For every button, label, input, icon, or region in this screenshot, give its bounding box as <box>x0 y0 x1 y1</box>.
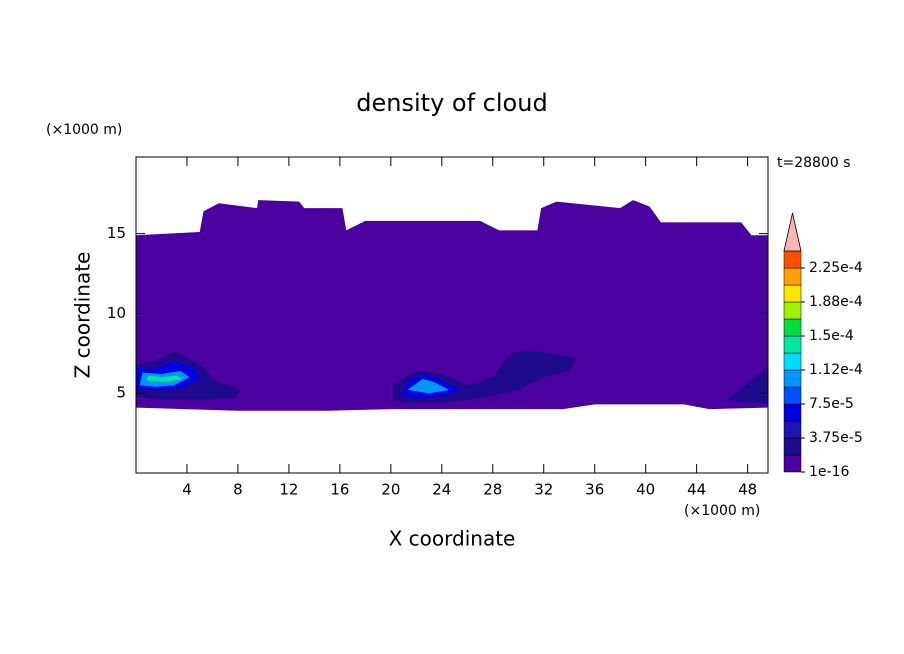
x-tick-label: 16 <box>330 481 349 499</box>
plot-frame <box>135 156 769 474</box>
colorbar-band <box>783 386 802 405</box>
colorbar-tick-label: 1.5e-4 <box>809 328 854 344</box>
x-unit: (×1000 m) <box>684 503 760 519</box>
contour-region <box>146 375 182 383</box>
y-tick-label: 10 <box>107 304 126 322</box>
colorbar-band <box>783 403 802 422</box>
x-axis-label: X coordinate <box>389 527 516 551</box>
colorbar-band <box>783 369 802 388</box>
x-tick-label: 24 <box>432 481 451 499</box>
colorbar-band <box>783 335 802 354</box>
colorbar-band <box>783 437 802 456</box>
colorbar-band <box>783 352 802 371</box>
colorbar-band <box>783 250 802 269</box>
x-tick-label: 20 <box>381 481 400 499</box>
annotation: t=28800 s <box>777 155 851 171</box>
y-tick-label: 15 <box>107 224 126 242</box>
contour-region <box>728 367 768 403</box>
colorbar-extend <box>783 212 802 252</box>
colorbar-tick-label: 3.75e-5 <box>809 430 863 446</box>
colorbar-tick-label: 1.12e-4 <box>809 362 863 378</box>
x-tick-label: 12 <box>279 481 298 499</box>
x-tick-label: 8 <box>233 481 243 499</box>
colorbar-band <box>783 301 802 320</box>
x-tick-label: 48 <box>738 481 757 499</box>
x-tick-label: 36 <box>585 481 604 499</box>
x-tick-label: 4 <box>182 481 192 499</box>
chart-title: density of cloud <box>356 89 547 117</box>
y-axis-label: Z coordinate <box>71 252 95 379</box>
colorbar-band <box>783 454 802 473</box>
colorbar-band <box>783 318 802 337</box>
colorbar-band <box>783 420 802 439</box>
colorbar-band <box>783 284 802 303</box>
colorbar-tick-label: 1.88e-4 <box>809 294 863 310</box>
contour-region <box>407 378 450 394</box>
x-tick-label: 40 <box>636 481 655 499</box>
x-tick-label: 28 <box>483 481 502 499</box>
colorbar-tick-label: 7.5e-5 <box>809 396 854 412</box>
colorbar-band <box>783 267 802 286</box>
contour-region <box>136 200 768 411</box>
y-tick-label: 5 <box>116 384 126 402</box>
y-unit: (×1000 m) <box>46 122 122 138</box>
x-tick-label: 32 <box>534 481 553 499</box>
x-tick-label: 44 <box>687 481 706 499</box>
colorbar-tick-label: 1e-16 <box>809 464 849 480</box>
colorbar-tick-label: 2.25e-4 <box>809 260 863 276</box>
